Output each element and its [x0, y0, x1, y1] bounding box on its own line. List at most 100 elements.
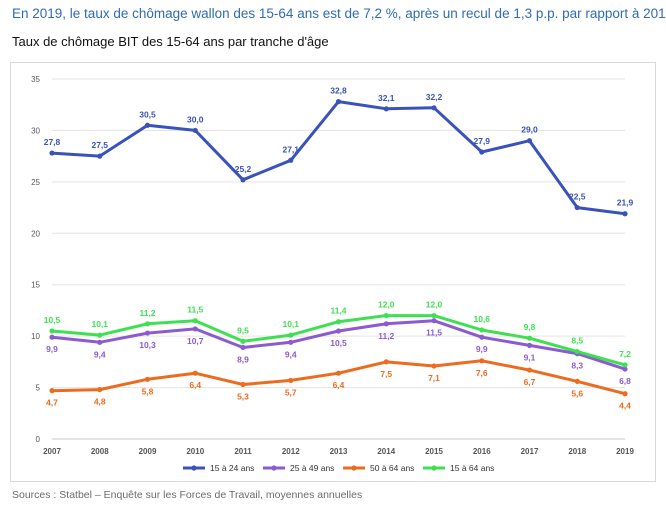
- y-tick-label: 20: [31, 229, 40, 238]
- grid-lines: [52, 78, 625, 440]
- y-tick-label: 0: [36, 435, 41, 444]
- data-point: [49, 388, 55, 394]
- data-point: [97, 339, 103, 345]
- data-label: 32,8: [330, 86, 347, 96]
- data-point: [335, 99, 342, 105]
- data-point: [622, 366, 628, 372]
- x-tick-label: 2010: [186, 447, 204, 456]
- legend-marker: [431, 465, 437, 471]
- data-point: [97, 387, 103, 393]
- data-point: [49, 334, 55, 340]
- data-label: 5,7: [285, 387, 297, 397]
- x-tick-label: 2013: [330, 447, 348, 456]
- data-points: [49, 99, 628, 397]
- data-point: [192, 127, 198, 134]
- y-tick-label: 5: [36, 384, 41, 393]
- data-label: 29,0: [521, 125, 538, 135]
- data-label: 27,8: [44, 137, 61, 147]
- data-point: [288, 332, 294, 338]
- data-point: [288, 157, 294, 163]
- data-label: 9,9: [46, 344, 58, 354]
- data-point: [49, 328, 55, 334]
- data-label: 5,6: [571, 388, 583, 398]
- y-tick-label: 25: [31, 178, 40, 187]
- data-point: [335, 370, 342, 376]
- data-point: [479, 334, 485, 340]
- data-point: [144, 321, 151, 327]
- data-label: 21,9: [617, 198, 634, 208]
- data-label: 10,5: [44, 315, 61, 325]
- headline: En 2019, le taux de chômage wallon des 1…: [12, 6, 666, 21]
- data-point: [335, 319, 342, 325]
- data-point: [240, 344, 246, 351]
- data-point: [431, 318, 437, 324]
- data-label: 8,5: [571, 336, 583, 346]
- data-point: [49, 150, 55, 156]
- legend-marker: [271, 465, 277, 471]
- data-point: [526, 342, 533, 348]
- legend-label: 15 à 24 ans: [210, 463, 254, 473]
- data-label: 9,8: [524, 322, 536, 332]
- x-tick-label: 2016: [473, 447, 491, 456]
- y-tick-label: 30: [31, 126, 40, 135]
- data-label: 11,5: [426, 328, 442, 338]
- data-point: [240, 177, 246, 183]
- data-label: 9,9: [476, 344, 488, 354]
- data-point: [431, 105, 437, 111]
- y-tick-label: 15: [31, 281, 40, 290]
- data-label: 12,0: [426, 300, 443, 310]
- x-tick-label: 2012: [282, 447, 300, 456]
- data-point: [192, 370, 198, 376]
- data-label: 32,2: [426, 92, 443, 102]
- x-tick-label: 2017: [521, 447, 539, 456]
- x-tick-label: 2019: [616, 447, 634, 456]
- data-label: 4,8: [94, 397, 106, 407]
- data-label: 32,1: [378, 93, 395, 103]
- data-point: [526, 367, 533, 373]
- data-point: [622, 211, 628, 217]
- data-point: [144, 122, 151, 128]
- data-label: 7,5: [380, 369, 392, 379]
- x-tick-label: 2007: [43, 447, 61, 456]
- data-point: [335, 328, 342, 334]
- data-label: 4,7: [46, 398, 58, 408]
- data-point: [574, 348, 580, 355]
- x-tick-label: 2015: [425, 447, 443, 456]
- y-tick-label: 35: [31, 75, 40, 84]
- data-point: [97, 332, 103, 338]
- data-label: 30,0: [187, 114, 204, 124]
- data-label: 5,8: [142, 386, 154, 396]
- data-label: 30,5: [139, 109, 156, 119]
- data-point: [622, 391, 628, 397]
- series-lines: [50, 100, 627, 396]
- data-label: 10,5: [330, 338, 347, 348]
- data-label: 7,1: [428, 373, 440, 383]
- legend-marker: [351, 465, 357, 471]
- data-labels: 27,8 27,5 30,5 30,0 25,2 27,1 32,8 32,1 32,2 27,9…: [44, 86, 634, 411]
- chart-title: Taux de chômage BIT des 15-64 ans par tr…: [12, 34, 329, 49]
- legend-marker: [191, 465, 197, 471]
- data-label: 9,4: [285, 349, 297, 359]
- y-axis: 0 5 10 15 20 25 30 35: [31, 75, 40, 444]
- legend-label: 15 à 64 ans: [450, 463, 494, 473]
- data-label: 9,4: [94, 349, 106, 359]
- data-point: [144, 330, 151, 336]
- data-label: 8,3: [571, 361, 583, 371]
- data-label: 10,1: [282, 319, 299, 329]
- data-point: [240, 381, 246, 388]
- data-label: 10,6: [473, 314, 490, 324]
- data-label: 6,4: [189, 380, 201, 390]
- data-label: 25,2: [235, 164, 252, 174]
- data-point: [574, 204, 580, 211]
- data-point: [479, 149, 485, 155]
- data-label: 6,8: [619, 376, 631, 386]
- data-label: 12,0: [378, 300, 395, 310]
- chart-area: 0 5 10 15 20 25 30 35 2007 2008 2009 2010 2011 2012 2…: [10, 62, 656, 482]
- series-line-1: [50, 100, 627, 216]
- data-label: 6,7: [524, 377, 536, 387]
- data-label: 11,5: [187, 305, 203, 315]
- data-point: [479, 358, 485, 364]
- data-label: 6,4: [333, 380, 345, 390]
- data-point: [574, 378, 580, 384]
